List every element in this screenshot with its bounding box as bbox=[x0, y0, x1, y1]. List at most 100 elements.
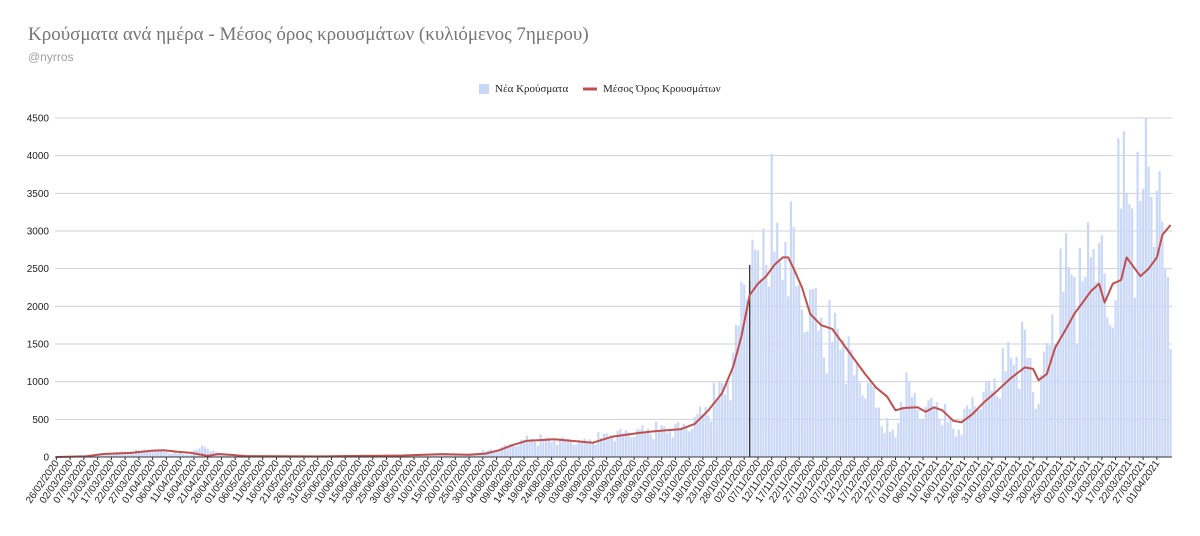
y-tick-label: 2000 bbox=[27, 302, 50, 313]
bar-new-cases bbox=[688, 431, 691, 457]
bar-new-cases bbox=[712, 382, 716, 457]
bar-new-cases bbox=[451, 453, 454, 457]
y-tick-label: 4500 bbox=[27, 114, 50, 125]
bar-new-cases bbox=[96, 454, 99, 457]
bar-new-cases bbox=[836, 328, 839, 457]
bar-new-cases bbox=[151, 451, 154, 457]
bar-new-cases bbox=[511, 443, 515, 457]
bar-new-cases bbox=[968, 409, 971, 457]
bar-new-cases bbox=[809, 289, 812, 457]
bar-new-cases bbox=[875, 407, 878, 457]
bar-new-cases bbox=[1040, 374, 1043, 457]
bar-new-cases bbox=[627, 432, 630, 457]
bar-new-cases bbox=[721, 382, 724, 457]
bar-new-cases bbox=[795, 286, 798, 457]
bar-new-cases bbox=[638, 429, 641, 457]
bar-new-cases bbox=[803, 332, 806, 457]
bar-new-cases bbox=[1059, 248, 1062, 457]
bar-new-cases bbox=[718, 382, 721, 457]
bar-new-cases bbox=[561, 436, 564, 457]
bar-new-cases bbox=[190, 454, 193, 457]
bar-new-cases bbox=[1026, 358, 1029, 457]
bar-new-cases bbox=[930, 397, 933, 457]
bar-new-cases bbox=[745, 299, 749, 457]
bar-new-cases bbox=[146, 451, 149, 457]
bar-new-cases bbox=[864, 398, 867, 457]
bar-new-cases bbox=[740, 281, 743, 457]
y-tick-label: 3500 bbox=[27, 189, 50, 200]
bar-new-cases bbox=[641, 425, 644, 457]
bar-new-cases bbox=[104, 453, 107, 457]
bar-new-cases bbox=[198, 448, 201, 457]
bar-new-cases bbox=[564, 440, 567, 457]
bar-new-cases bbox=[897, 423, 900, 457]
bar-new-cases bbox=[531, 438, 534, 457]
bar-new-cases bbox=[528, 440, 531, 457]
bar-new-cases bbox=[1155, 190, 1158, 457]
bar-new-cases bbox=[949, 417, 952, 457]
bar-new-cases bbox=[456, 454, 460, 457]
bar-new-cases bbox=[726, 381, 729, 457]
bar-new-cases bbox=[1081, 281, 1084, 457]
bar-new-cases bbox=[839, 349, 842, 457]
bar-new-cases bbox=[635, 429, 638, 457]
y-tick-label: 4000 bbox=[27, 151, 50, 162]
bar-new-cases bbox=[181, 454, 185, 457]
bar-new-cases bbox=[954, 436, 958, 457]
bar-new-cases bbox=[913, 392, 916, 457]
bar-new-cases bbox=[234, 455, 237, 457]
bar-new-cases bbox=[792, 227, 795, 457]
bar-new-cases bbox=[946, 422, 949, 457]
bar-new-cases bbox=[850, 349, 853, 457]
bar-new-cases bbox=[1029, 357, 1032, 457]
bar-new-cases bbox=[1150, 196, 1153, 458]
bar-new-cases bbox=[586, 442, 589, 457]
bar-new-cases bbox=[858, 382, 861, 457]
bar-new-cases bbox=[517, 445, 520, 457]
bar-new-cases bbox=[228, 455, 231, 457]
bar-new-cases bbox=[506, 445, 509, 457]
y-tick-label: 500 bbox=[32, 415, 49, 426]
bar-new-cases bbox=[616, 430, 619, 457]
bar-new-cases bbox=[492, 450, 495, 457]
bar-new-cases bbox=[1158, 171, 1161, 457]
bar-new-cases bbox=[756, 250, 760, 457]
chart-title: Κρούσματα ανά ημέρα - Μέσος όρος κρουσμά… bbox=[28, 24, 589, 45]
bar-new-cases bbox=[883, 433, 886, 457]
moving-average-line bbox=[56, 224, 1172, 458]
y-tick-label: 1000 bbox=[27, 377, 50, 388]
bar-new-cases bbox=[126, 452, 130, 457]
bar-new-cases bbox=[426, 454, 429, 457]
bar-new-cases bbox=[982, 391, 985, 457]
bar-new-cases bbox=[872, 386, 875, 457]
bar-new-cases bbox=[825, 373, 828, 457]
bar-new-cases bbox=[170, 453, 174, 457]
bar-new-cases bbox=[500, 446, 504, 457]
bar-new-cases bbox=[732, 352, 735, 457]
bar-new-cases bbox=[1095, 282, 1098, 457]
bar-new-cases bbox=[1108, 324, 1112, 457]
bar-new-cases bbox=[154, 450, 157, 457]
bar-new-cases bbox=[674, 424, 677, 457]
y-tick-label: 0 bbox=[43, 453, 49, 464]
bar-new-cases bbox=[773, 251, 776, 457]
bar-new-cases bbox=[622, 433, 625, 457]
bar-new-cases bbox=[102, 453, 105, 457]
bar-new-cases bbox=[677, 422, 680, 457]
bar-new-cases bbox=[1073, 276, 1076, 457]
bar-new-cases bbox=[459, 454, 462, 457]
bar-new-cases bbox=[707, 415, 710, 457]
bar-new-cases bbox=[649, 434, 652, 457]
bar-new-cases bbox=[1048, 345, 1051, 457]
bar-new-cases bbox=[591, 441, 594, 457]
bar-new-cases bbox=[1075, 344, 1079, 457]
bar-new-cases bbox=[203, 447, 207, 457]
bar-new-cases bbox=[118, 452, 121, 457]
bar-new-cases bbox=[666, 432, 669, 457]
legend-label-cases: Νέα Κρούσματα bbox=[495, 83, 568, 95]
bar-new-cases bbox=[888, 431, 892, 457]
bar-new-cases bbox=[729, 400, 732, 457]
bar-new-cases bbox=[624, 430, 627, 457]
bar-new-cases bbox=[1084, 276, 1087, 457]
bar-new-cases bbox=[693, 416, 696, 457]
